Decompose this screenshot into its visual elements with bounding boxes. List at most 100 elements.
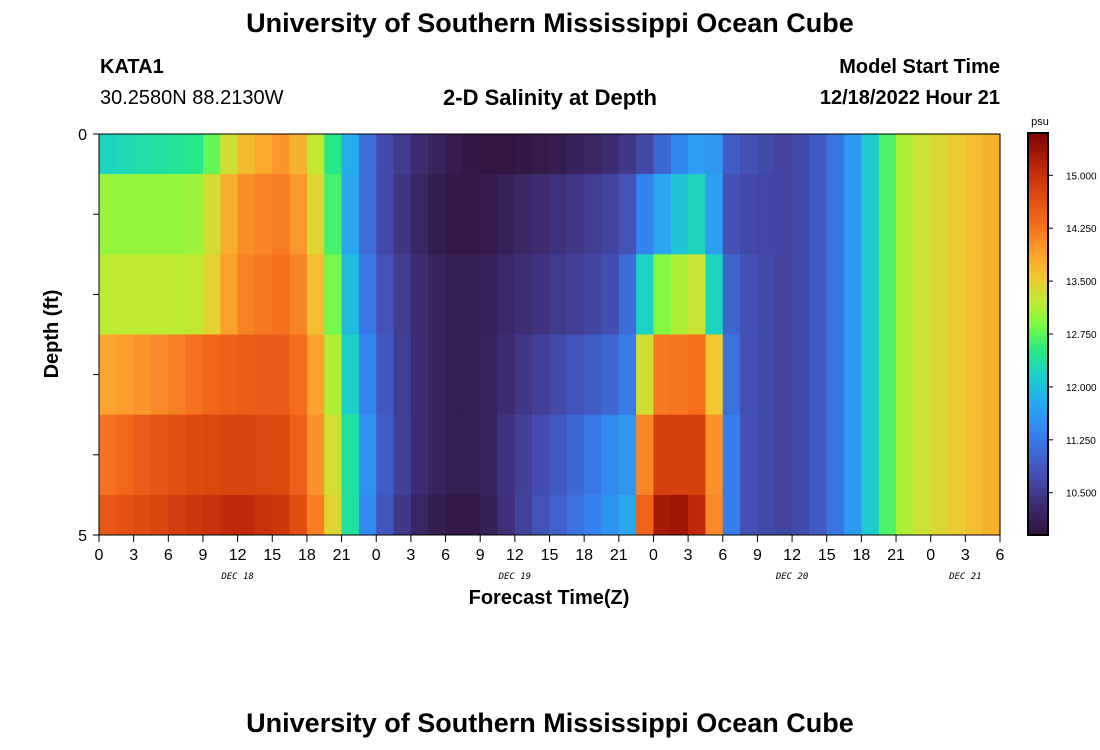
heatmap-cell [722,254,741,335]
heatmap-cell [618,334,637,416]
heatmap-cell [428,174,447,255]
heatmap-cell [722,414,741,496]
heatmap-cell [653,254,672,335]
heatmap-cell [826,494,845,536]
heatmap-cell [584,414,603,496]
heatmap-cell [480,254,499,335]
x-tick-label: 3 [961,547,970,564]
heatmap-cell [150,414,169,496]
heatmap-cell [254,134,273,175]
heatmap-cell [462,334,481,416]
x-tick-label: 18 [575,547,593,564]
heatmap-cell [774,134,793,175]
heatmap-cell [826,414,845,496]
heatmap-cell [896,174,914,255]
heatmap-cell [272,494,291,536]
heatmap-cell [168,254,187,335]
heatmap-cell [653,134,672,175]
heatmap-cell [393,414,412,496]
heatmap-cell [566,414,585,496]
heatmap-cell [896,134,914,175]
heatmap-cell [618,174,637,255]
heatmap-cell [462,494,481,536]
heatmap-cell [445,174,464,255]
heatmap-cell [861,174,880,255]
heatmap-cell [757,494,776,536]
heatmap-cells [99,134,1001,536]
heatmap-cell [948,254,966,335]
heatmap-cell [445,494,464,536]
heatmap-cell [480,174,499,255]
x-tick-label: 3 [129,547,138,564]
chart-title: 2-D Salinity at Depth [443,85,657,110]
heatmap-cell [792,494,811,536]
heatmap-cell [306,174,325,255]
heatmap-cell [220,134,239,175]
heatmap-cell [861,494,880,536]
heatmap-cell [740,254,759,335]
heatmap-cell [982,494,1001,536]
heatmap-cell [584,254,603,335]
heatmap-cell [774,254,793,335]
heatmap-cell [150,254,169,335]
heatmap-cell [844,174,862,255]
heatmap-cell [306,334,325,416]
heatmap-cell [497,494,516,536]
heatmap-cell [254,174,273,255]
heatmap-cell [410,494,429,536]
heatmap-cell [514,494,533,536]
heatmap-cell [358,334,377,416]
heatmap-cell [636,414,655,496]
heatmap-cell [670,334,689,416]
heatmap-cell [618,494,637,536]
heatmap-cell [584,174,603,255]
heatmap-cell [393,134,412,175]
heatmap-cell [566,174,585,255]
heatmap-cell [376,254,395,335]
heatmap-cell [861,334,880,416]
heatmap-cell [948,334,966,416]
heatmap-cell [410,174,429,255]
heatmap-cell [878,494,897,536]
heatmap-cell [896,494,914,536]
heatmap-cell [202,414,221,496]
heatmap-cell [480,134,499,175]
heatmap-cell [965,134,984,175]
heatmap-cell [410,134,429,175]
heatmap-cell [705,334,724,416]
top-title: University of Southern Mississippi Ocean… [246,8,854,38]
heatmap-cell [948,174,966,255]
heatmap-cell [982,134,1001,175]
heatmap-cell [982,414,1001,496]
heatmap-cell [445,254,464,335]
heatmap-cell [844,494,862,536]
x-tick-label: 0 [649,547,658,564]
x-tick-label: 6 [996,547,1005,564]
heatmap-cell [116,174,135,255]
axes: 0 3 6 9 12 15 18 21 0 3 6 9 12 15 18 21 0 3 6 9 12 15 18 21 0 3 6 D… [78,127,1004,582]
heatmap-cell [670,494,689,536]
x-tick-label: 0 [926,547,935,564]
x-tick-label: 18 [852,547,870,564]
heatmap-cell [826,334,845,416]
x-tick-label: 9 [476,547,485,564]
heatmap-cell [826,174,845,255]
heatmap-cell [930,414,949,496]
heatmap-cell [272,134,291,175]
heatmap-cell [878,414,897,496]
heatmap-cell [445,134,464,175]
colorbar: psu 10.500 11.250 12.000 12.750 13.500 14.250… [1027,116,1097,536]
heatmap-cell [376,494,395,536]
heatmap-cell [757,134,776,175]
heatmap-cell [289,414,308,496]
heatmap-cell [376,134,395,175]
heatmap-cell [549,334,568,416]
heatmap-cell [116,494,135,536]
heatmap-cell [272,414,291,496]
heatmap-cell [306,494,325,536]
colorbar-tick-label: 10.500 [1066,489,1097,500]
heatmap-cell [792,414,811,496]
heatmap-cell [566,494,585,536]
heatmap-cell [566,334,585,416]
heatmap-cell [896,254,914,335]
